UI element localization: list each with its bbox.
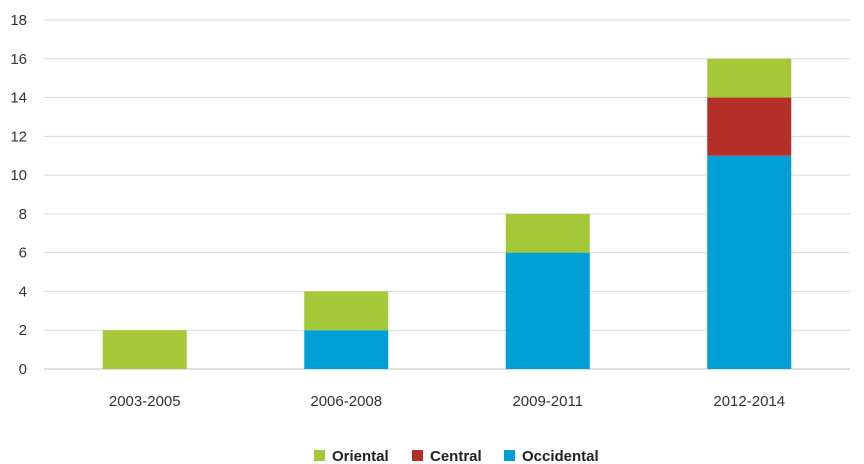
bar-occidental-2012-2014 xyxy=(707,155,792,369)
y-tick-label: 16 xyxy=(10,51,27,68)
y-tick-label: 0 xyxy=(19,361,27,378)
bar-occidental-2006-2008 xyxy=(304,330,389,369)
bar-oriental-2003-2005 xyxy=(102,330,187,369)
x-tick-label: 2006-2008 xyxy=(310,393,382,410)
bar-central-2012-2014 xyxy=(707,97,792,156)
legend-swatch-occidental xyxy=(504,450,515,461)
legend-label-oriental: Oriental xyxy=(332,448,389,464)
y-tick-label: 6 xyxy=(19,245,27,262)
x-tick-label: 2012-2014 xyxy=(713,393,785,410)
legend-swatch-central xyxy=(412,450,423,461)
legend-label-occidental: Occidental xyxy=(522,448,599,464)
x-tick-label: 2003-2005 xyxy=(109,393,181,410)
y-tick-label: 2 xyxy=(19,322,27,339)
bar-oriental-2006-2008 xyxy=(304,291,389,331)
bar-occidental-2009-2011 xyxy=(505,252,590,369)
y-tick-label: 4 xyxy=(19,283,27,300)
legend-swatch-oriental xyxy=(314,450,325,461)
y-tick-label: 10 xyxy=(10,167,27,184)
x-axis-ticks: 2003-2005 2006-2008 2009-2011 2012-2014 xyxy=(109,393,785,410)
bars xyxy=(102,58,792,369)
legend: Oriental Central Occidental xyxy=(314,448,599,464)
y-axis-ticks: 0 2 4 6 8 10 12 14 16 18 xyxy=(10,12,27,378)
x-tick-label: 2009-2011 xyxy=(512,393,583,410)
y-tick-label: 18 xyxy=(10,12,27,29)
legend-label-central: Central xyxy=(430,448,482,464)
y-tick-label: 8 xyxy=(19,206,27,223)
y-tick-label: 12 xyxy=(10,128,27,145)
bar-oriental-2009-2011 xyxy=(505,213,590,253)
bar-oriental-2012-2014 xyxy=(707,58,792,98)
y-tick-label: 14 xyxy=(10,90,27,107)
